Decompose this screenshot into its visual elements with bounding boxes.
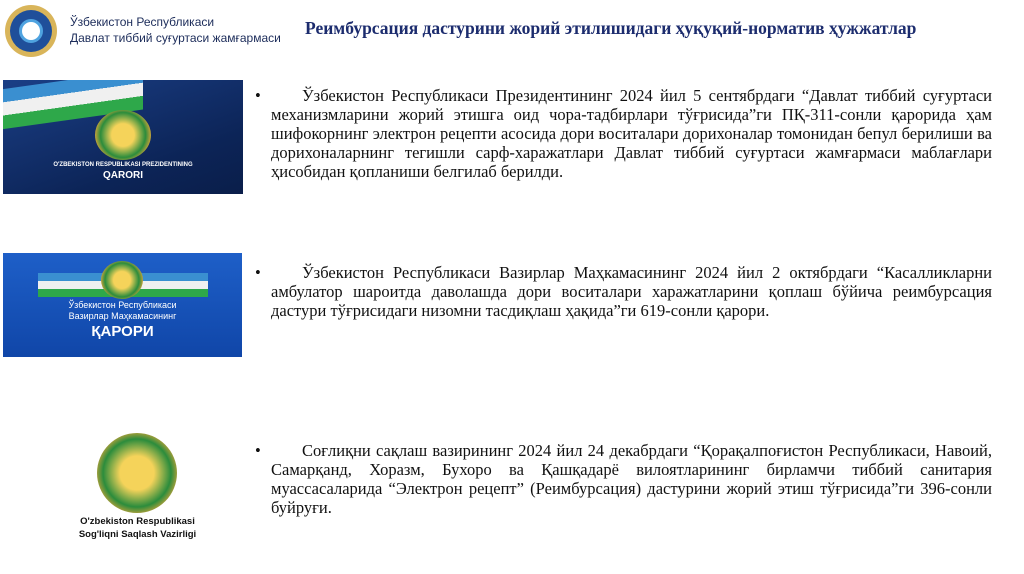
emblem-caption-line-1: O'zbekiston Respublikasi xyxy=(80,516,195,527)
slide-title: Реимбурсация дастурини жорий этилишидаги… xyxy=(305,18,917,38)
presidential-decree-image: O'ZBEKISTON RESPUBLIKASI PREZIDENTINING … xyxy=(3,80,243,194)
image-caption-line-1: O'ZBEKISTON RESPUBLIKASI PREZIDENTINING xyxy=(53,162,193,168)
organization-name: Ўзбекистон Республикаси Давлат тиббий су… xyxy=(70,14,281,46)
emblem-caption-line-2: Sog'liqni Saqlash Vazirligi xyxy=(78,529,197,540)
image-caption-line-3: ҚАРОРИ xyxy=(91,323,154,340)
bullet-text: Ўзбекистон Республикаси Вазирлар Маҳкама… xyxy=(271,263,992,320)
org-line-2: Давлат тиббий суғуртаси жамғармаси xyxy=(70,31,281,45)
bullet-item: • Соғлиқни сақлаш вазирининг 2024 йил 24… xyxy=(255,441,992,517)
bullet-item: • Ўзбекистон Республикаси Президентининг… xyxy=(255,86,992,181)
bullet-item: • Ўзбекистон Республикаси Вазирлар Маҳка… xyxy=(255,263,992,320)
org-line-1: Ўзбекистон Республикаси xyxy=(70,15,215,29)
bullet-icon: • xyxy=(255,441,261,460)
image-caption-line-1: Ўзбекистон Республикаси xyxy=(68,300,177,310)
image-caption-line-2: QARORI xyxy=(103,170,143,181)
ministry-emblem-image: O'zbekiston Respublikasi Sog'liqni Saqla… xyxy=(75,425,200,550)
image-caption-line-2: Вазирлар Маҳкамасининг xyxy=(68,311,177,321)
bullet-text: Ўзбекистон Республикаси Президентининг 2… xyxy=(271,86,992,181)
bullet-text: Соғлиқни сақлаш вазирининг 2024 йил 24 д… xyxy=(271,441,992,517)
cabinet-decree-image: Ўзбекистон Республикаси Вазирлар Маҳкама… xyxy=(3,253,242,357)
bullet-icon: • xyxy=(255,263,261,282)
fund-logo xyxy=(5,5,57,57)
bullet-icon: • xyxy=(255,86,261,105)
